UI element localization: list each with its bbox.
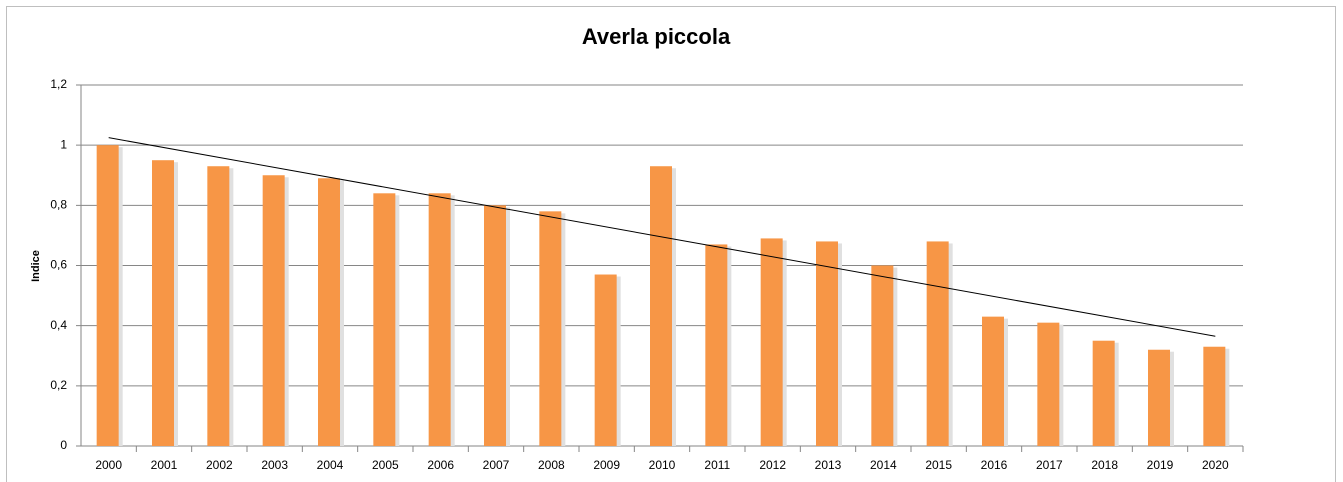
bar xyxy=(1037,322,1060,446)
y-tick-label: 0,4 xyxy=(50,318,67,332)
x-tick-label: 2017 xyxy=(1036,458,1063,472)
x-tick-label: 2016 xyxy=(981,458,1008,472)
bar xyxy=(816,241,838,446)
bar xyxy=(207,166,230,446)
x-tick-label: 2020 xyxy=(1202,458,1229,472)
x-tick-label: 2018 xyxy=(1091,458,1118,472)
x-tick-label: 2015 xyxy=(925,458,952,472)
x-tick-label: 2004 xyxy=(317,458,344,472)
bar xyxy=(650,166,672,446)
bar xyxy=(318,178,340,446)
bar xyxy=(594,274,617,446)
x-tick-label: 2003 xyxy=(261,458,288,472)
x-tick-label: 2005 xyxy=(372,458,399,472)
bar xyxy=(96,145,119,446)
x-tick-label: 2013 xyxy=(815,458,842,472)
bar xyxy=(926,241,949,446)
bar xyxy=(428,193,451,446)
y-tick-label: 0,2 xyxy=(50,378,67,392)
x-tick-label: 2012 xyxy=(759,458,786,472)
x-tick-label: 2000 xyxy=(95,458,122,472)
x-tick-label: 2010 xyxy=(649,458,676,472)
x-tick-label: 2009 xyxy=(593,458,620,472)
bar xyxy=(539,211,562,446)
x-tick-label: 2014 xyxy=(870,458,897,472)
y-tick-label: 1 xyxy=(60,137,67,151)
x-tick-label: 2008 xyxy=(538,458,565,472)
y-tick-label: 1,2 xyxy=(50,77,67,91)
bar xyxy=(760,238,783,446)
y-axis-title: Indice xyxy=(30,250,42,282)
bar xyxy=(871,265,894,446)
bar xyxy=(152,160,174,447)
chart-title: Averla piccola xyxy=(582,24,731,49)
bar xyxy=(705,244,728,446)
x-tick-label: 2001 xyxy=(151,458,178,472)
y-tick-label: 0,6 xyxy=(50,258,67,272)
x-tick-label: 2006 xyxy=(427,458,454,472)
bar xyxy=(373,193,396,446)
bar xyxy=(1203,346,1226,446)
x-tick-label: 2019 xyxy=(1147,458,1174,472)
y-tick-label: 0,8 xyxy=(50,198,67,212)
bar xyxy=(262,175,285,446)
x-tick-label: 2007 xyxy=(483,458,510,472)
bar xyxy=(1148,349,1170,446)
y-tick-label: 0 xyxy=(60,438,67,452)
x-tick-label: 2011 xyxy=(704,458,730,472)
x-tick-label: 2002 xyxy=(206,458,233,472)
trend-line xyxy=(108,137,1216,337)
bar xyxy=(1092,340,1115,446)
bar xyxy=(484,205,506,446)
bar xyxy=(982,316,1004,446)
